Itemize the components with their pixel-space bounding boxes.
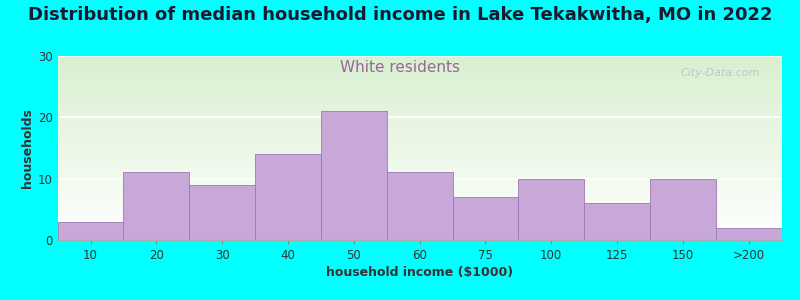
Bar <box>453 197 518 240</box>
Bar <box>584 203 650 240</box>
Bar <box>650 178 716 240</box>
Bar <box>190 184 255 240</box>
X-axis label: household income ($1000): household income ($1000) <box>326 266 513 279</box>
Bar <box>716 228 782 240</box>
Bar <box>255 154 321 240</box>
Bar <box>518 178 584 240</box>
Text: City-Data.com: City-Data.com <box>680 68 760 78</box>
Text: Distribution of median household income in Lake Tekakwitha, MO in 2022: Distribution of median household income … <box>28 6 772 24</box>
Bar <box>58 221 123 240</box>
Bar <box>123 172 190 240</box>
Bar <box>386 172 453 240</box>
Y-axis label: households: households <box>21 108 34 188</box>
Bar <box>321 111 386 240</box>
Text: White residents: White residents <box>340 60 460 75</box>
